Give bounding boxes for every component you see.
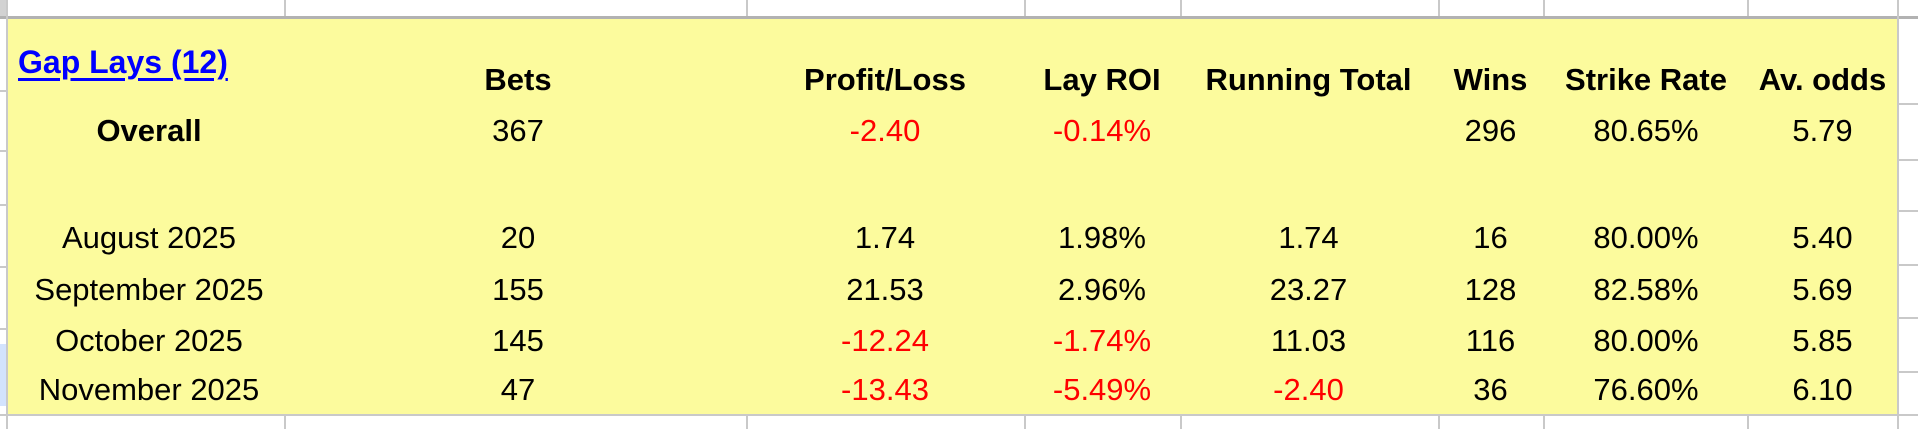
table-cell[interactable]: -2.40 [1273, 372, 1344, 407]
table-cell[interactable]: 2.96% [1058, 271, 1146, 307]
row-label-cell[interactable]: August 2025 [61, 220, 237, 255]
gridline [1180, 416, 1182, 429]
gridline [1897, 0, 1899, 429]
table-cell[interactable]: 128 [1464, 271, 1517, 307]
row-label-cell[interactable]: October 2025 [55, 322, 243, 358]
table-cell[interactable] [746, 157, 1024, 212]
table-cell[interactable]: 20 [500, 220, 536, 255]
table-cell[interactable] [1544, 157, 1748, 212]
gridline [1747, 416, 1749, 429]
table-cell[interactable] [1748, 157, 1897, 212]
gridline [1899, 317, 1918, 319]
table-cell[interactable] [1180, 105, 1437, 157]
gridline [0, 328, 7, 330]
gridline [0, 150, 7, 152]
gridline [746, 0, 748, 16]
table-cell[interactable]: -13.43 [841, 372, 929, 407]
gridline [1899, 159, 1918, 161]
column-header-cell[interactable]: Wins [1453, 62, 1528, 97]
table-cell[interactable]: 1.98% [1058, 220, 1146, 255]
table-cell[interactable] [1180, 157, 1437, 212]
table-cell[interactable]: 11.03 [1270, 322, 1347, 358]
sheet-corner-block [0, 0, 7, 17]
table-cell[interactable]: -12.24 [841, 322, 929, 358]
table-cell[interactable] [290, 157, 746, 212]
row-label-cell[interactable]: November 2025 [38, 372, 260, 407]
table-cell[interactable]: -5.49% [1052, 372, 1152, 407]
stats-block: Gap Lays (12) Bets Profit/Loss Lay ROI Runni… [8, 19, 1897, 414]
table-cell[interactable]: -2.40 [849, 113, 921, 148]
table-cell[interactable]: 80.65% [1593, 113, 1699, 148]
column-header-cell[interactable]: Lay ROI [1043, 62, 1161, 97]
table-cell[interactable]: 6.10 [1792, 372, 1853, 407]
gridline [1024, 416, 1026, 429]
column-header-cell[interactable]: Strike Rate [1565, 62, 1727, 97]
table-cell[interactable]: 36 [1473, 372, 1508, 407]
gridline [0, 16, 1918, 19]
gridline [1543, 416, 1545, 429]
table-cell[interactable]: 5.79 [1792, 113, 1853, 148]
gridline [1899, 210, 1918, 212]
gridline [1024, 0, 1026, 16]
table-cell[interactable]: 23.27 [1269, 271, 1348, 307]
column-header-cell[interactable]: Bets [484, 62, 552, 97]
table-cell[interactable]: -1.74% [1052, 322, 1152, 358]
gridline [1180, 0, 1182, 16]
selected-row-indicator [0, 344, 7, 406]
stats-table: Gap Lays (12) Bets Profit/Loss Lay ROI Runni… [8, 19, 1897, 414]
table-cell[interactable]: 47 [500, 372, 536, 407]
table-cell[interactable]: 367 [492, 113, 544, 148]
gridline [1899, 371, 1918, 373]
row-label-cell[interactable]: Overall [96, 113, 202, 148]
row-label-cell[interactable]: September 2025 [34, 271, 264, 307]
gridline [1543, 0, 1545, 16]
column-header-cell[interactable]: Profit/Loss [804, 62, 966, 97]
gridline [1899, 103, 1918, 105]
gridline [0, 90, 7, 92]
table-cell[interactable]: 296 [1464, 113, 1517, 148]
table-cell[interactable]: 1.74 [854, 220, 916, 255]
column-header-cell[interactable]: Av. odds [1758, 62, 1887, 97]
table-cell[interactable]: 16 [1473, 220, 1508, 255]
table-cell[interactable]: 80.00% [1593, 220, 1699, 255]
table-cell[interactable]: 5.40 [1792, 220, 1853, 255]
table-cell[interactable]: 76.60% [1593, 372, 1699, 407]
title-cell: Gap Lays (12) [8, 19, 290, 105]
table-cell[interactable] [1437, 157, 1544, 212]
table-cell[interactable]: 5.69 [1792, 271, 1853, 307]
gridline [284, 416, 286, 429]
table-cell[interactable]: 1.74 [1278, 220, 1339, 255]
table-cell[interactable]: 21.53 [846, 271, 924, 307]
gridline [1438, 0, 1440, 16]
gridline [1438, 416, 1440, 429]
gridline [0, 266, 7, 268]
table-cell[interactable]: 155 [492, 271, 544, 307]
table-cell[interactable]: -0.14% [1052, 113, 1152, 148]
table-cell[interactable] [1024, 157, 1180, 212]
table-cell[interactable]: 145 [492, 322, 544, 358]
gridline [1899, 264, 1918, 266]
column-header-cell[interactable]: Running Total [1205, 62, 1412, 97]
gridline [0, 204, 7, 206]
gridline [1747, 0, 1749, 16]
table-cell[interactable]: 80.00% [1593, 322, 1699, 358]
table-cell[interactable]: 5.85 [1792, 322, 1853, 358]
row-label-cell[interactable] [8, 157, 290, 212]
gap-lays-link[interactable]: Gap Lays (12) [18, 43, 228, 80]
gridline [6, 0, 8, 429]
gridline [284, 0, 286, 16]
table-cell[interactable]: 116 [1465, 322, 1516, 358]
gridline [746, 416, 748, 429]
gridline [0, 414, 1918, 416]
table-cell[interactable]: 82.58% [1593, 271, 1699, 307]
